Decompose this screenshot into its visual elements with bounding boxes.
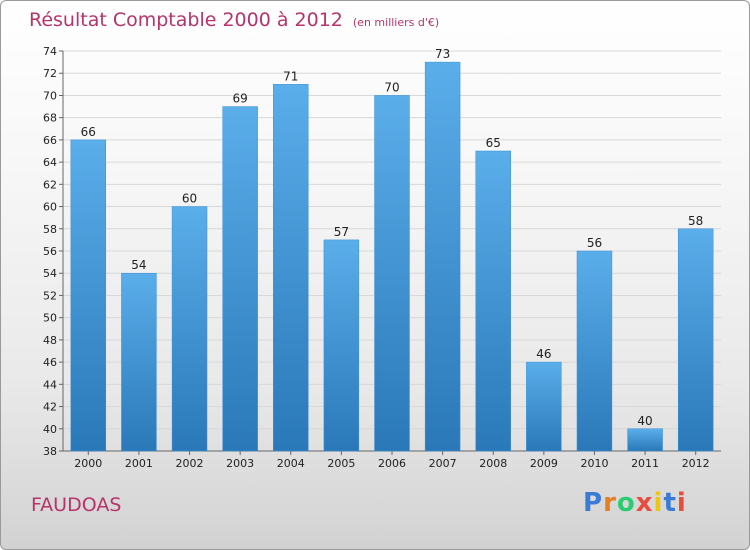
bar-value-label: 58 (688, 214, 703, 228)
bar-value-label: 56 (587, 236, 602, 250)
x-tick-label: 2011 (631, 457, 659, 470)
y-tick-label: 56 (43, 245, 57, 258)
logo-letter: r (603, 488, 617, 518)
bar-2005 (323, 239, 360, 452)
x-tick-label: 2003 (226, 457, 254, 470)
y-tick-label: 68 (43, 112, 57, 125)
bar-value-label: 60 (182, 192, 197, 206)
x-tick-label: 2004 (277, 457, 305, 470)
x-tick-label: 2012 (682, 457, 710, 470)
y-tick-label: 40 (43, 423, 57, 436)
chart-subtitle: (en milliers d'€) (352, 16, 440, 29)
x-tick-label: 2000 (74, 457, 102, 470)
bar-2003 (222, 106, 258, 452)
bar-2001 (121, 272, 157, 452)
logo-letter: i (676, 488, 687, 518)
bar-2007 (424, 61, 461, 452)
y-tick-label: 58 (43, 223, 57, 236)
y-tick-label: 38 (43, 445, 57, 458)
bar-2012 (677, 228, 714, 452)
place-name: FAUDOAS (31, 494, 122, 516)
y-tick-label: 64 (43, 156, 57, 169)
bars (70, 61, 714, 452)
bar-2009 (526, 361, 562, 452)
y-tick-label: 46 (43, 356, 57, 369)
y-tick-label: 70 (43, 89, 57, 102)
y-tick-label: 54 (43, 267, 57, 280)
y-tick-label: 74 (43, 45, 57, 58)
y-tick-label: 42 (43, 401, 57, 414)
bar-2008 (475, 150, 511, 452)
bar-value-label: 69 (233, 92, 248, 106)
y-tick-label: 52 (43, 289, 57, 302)
logo-letter: x (635, 488, 654, 518)
logo-letter: P (583, 488, 604, 518)
bar-value-label: 57 (334, 225, 349, 239)
logo-letter: i (653, 488, 664, 518)
bar-2006 (374, 95, 410, 452)
bar-value-label: 65 (486, 136, 501, 150)
x-tick-label: 2009 (530, 457, 558, 470)
labels: 38 40 42 44 46 48 50 52 54 56 58 60 62 64 66 68 70 72 74 66… (43, 45, 710, 470)
x-tick-label: 2002 (176, 457, 204, 470)
bar-value-label: 73 (435, 47, 450, 61)
y-tick-label: 44 (43, 378, 57, 391)
bar-2004 (273, 84, 309, 452)
bar-value-label: 40 (637, 414, 652, 428)
x-tick-label: 2006 (378, 457, 406, 470)
y-tick-label: 66 (43, 134, 57, 147)
x-tick-label: 2005 (327, 457, 355, 470)
bar-value-label: 70 (384, 80, 399, 94)
x-tick-label: 2001 (125, 457, 153, 470)
y-tick-label: 62 (43, 178, 57, 191)
logo-letter: t (663, 488, 677, 518)
bar-value-label: 71 (283, 69, 298, 83)
x-tick-label: 2008 (479, 457, 507, 470)
bar-2011 (627, 428, 663, 452)
bar-value-label: 66 (81, 125, 96, 139)
bar-value-label: 46 (536, 347, 551, 361)
chart-title: Résultat Comptable 2000 à 2012 (en millie… (29, 9, 439, 31)
chart-title-text: Résultat Comptable 2000 à 2012 (29, 9, 343, 31)
y-tick-label: 50 (43, 312, 57, 325)
bar-2002 (171, 206, 208, 452)
y-tick-label: 72 (43, 67, 57, 80)
x-tick-label: 2007 (429, 457, 457, 470)
bar-2000 (70, 139, 107, 452)
y-tick-label: 60 (43, 201, 57, 214)
proxiti-logo[interactable]: Proxiti (583, 488, 687, 518)
logo-letter: o (616, 488, 636, 518)
bar-value-label: 54 (131, 258, 146, 272)
x-tick-label: 2010 (580, 457, 608, 470)
bar-2010 (576, 250, 613, 452)
y-tick-label: 48 (43, 334, 57, 347)
